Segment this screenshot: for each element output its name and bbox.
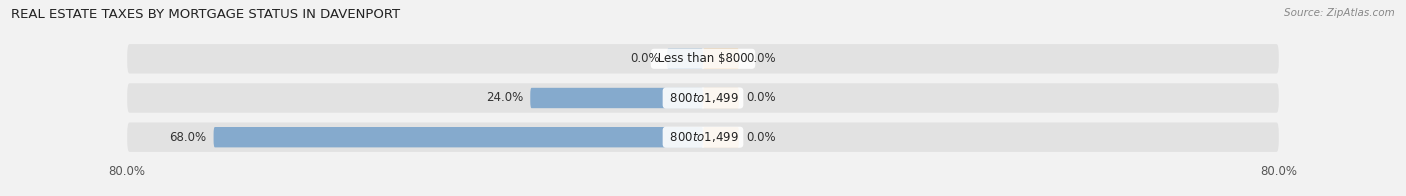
Text: 0.0%: 0.0% (747, 52, 776, 65)
FancyBboxPatch shape (127, 44, 1279, 74)
Text: Less than $800: Less than $800 (654, 52, 752, 65)
FancyBboxPatch shape (703, 88, 740, 108)
Text: Source: ZipAtlas.com: Source: ZipAtlas.com (1284, 8, 1395, 18)
Text: 0.0%: 0.0% (630, 52, 659, 65)
Text: $800 to $1,499: $800 to $1,499 (666, 130, 740, 144)
FancyBboxPatch shape (703, 127, 740, 147)
Text: REAL ESTATE TAXES BY MORTGAGE STATUS IN DAVENPORT: REAL ESTATE TAXES BY MORTGAGE STATUS IN … (11, 8, 401, 21)
FancyBboxPatch shape (666, 49, 703, 69)
FancyBboxPatch shape (703, 49, 740, 69)
Text: 68.0%: 68.0% (169, 131, 207, 144)
FancyBboxPatch shape (214, 127, 703, 147)
Text: $800 to $1,499: $800 to $1,499 (666, 91, 740, 105)
FancyBboxPatch shape (127, 122, 1279, 152)
FancyBboxPatch shape (127, 83, 1279, 113)
Text: 0.0%: 0.0% (747, 131, 776, 144)
FancyBboxPatch shape (530, 88, 703, 108)
Text: 24.0%: 24.0% (486, 92, 523, 104)
Text: 0.0%: 0.0% (747, 92, 776, 104)
